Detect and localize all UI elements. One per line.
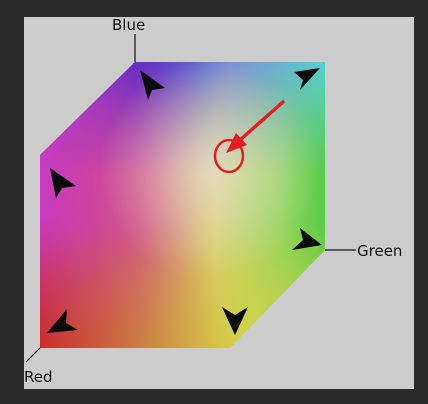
arrowhead-icon	[294, 68, 320, 90]
red-axis-line	[25, 347, 41, 363]
arrowhead-icon	[47, 309, 78, 333]
arrowhead-icon	[50, 168, 76, 198]
arrowhead-icon	[140, 70, 165, 100]
arrowhead-icon	[292, 228, 322, 250]
green-axis-label: Green	[357, 242, 402, 260]
red-arrow-circle-icon	[213, 100, 285, 174]
color-cube-face	[40, 62, 325, 348]
red-axis-label: Red	[24, 368, 53, 386]
blue-axis-label: Blue	[112, 16, 145, 34]
arrowhead-icon	[222, 307, 248, 335]
